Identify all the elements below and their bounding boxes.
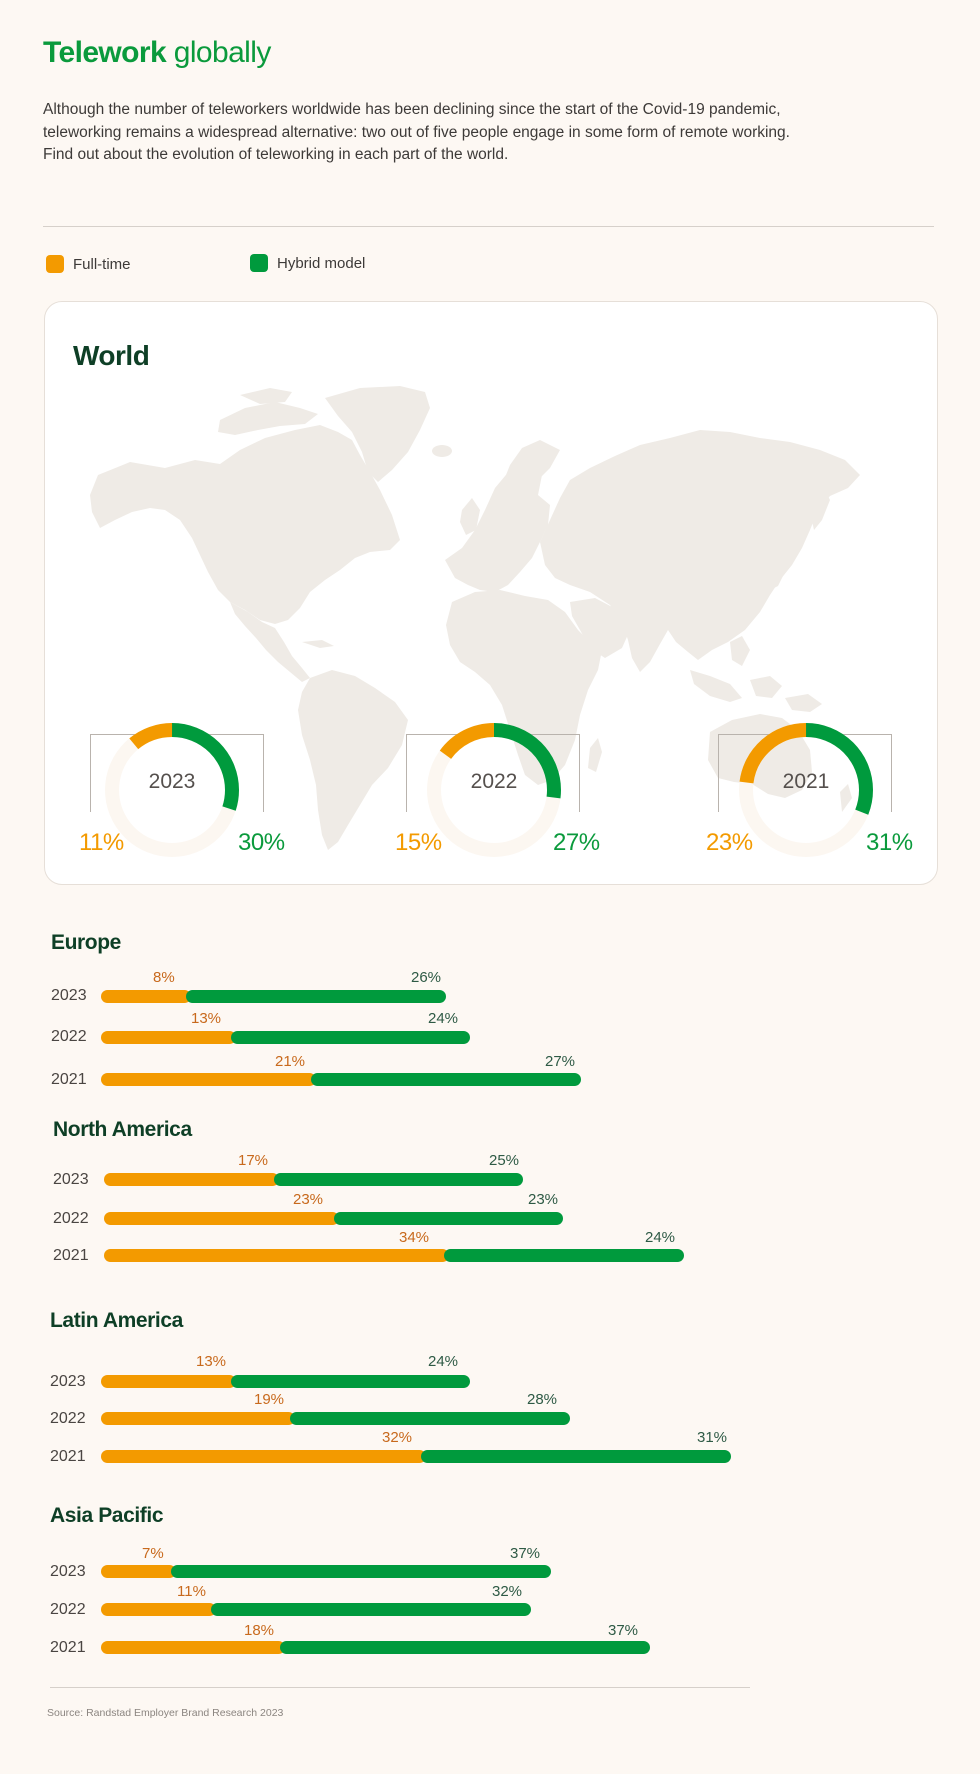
row-year: 2021	[50, 1639, 86, 1656]
row-year: 2021	[50, 1448, 86, 1465]
bar-hybrid	[444, 1249, 684, 1262]
label-hybrid: 23%	[528, 1191, 559, 1208]
bar-full-time	[101, 1450, 426, 1463]
label-full-time: 8%	[153, 969, 175, 986]
row-year: 2022	[50, 1410, 86, 1427]
label-full-time: 13%	[191, 1010, 222, 1027]
bar-full-time	[101, 1641, 285, 1654]
bar-full-time	[104, 1249, 449, 1262]
legend-full-time: Full-time	[46, 255, 131, 273]
label-full-time: 13%	[196, 1353, 227, 1370]
donut-ring-icon	[739, 723, 873, 857]
label-hybrid: 24%	[645, 1229, 676, 1246]
bar-hybrid	[334, 1212, 563, 1225]
hybrid-swatch-icon	[250, 254, 268, 272]
world-2023-full-time: 11%	[79, 829, 124, 856]
label-hybrid: 24%	[428, 1353, 459, 1370]
row-year: 2022	[51, 1028, 87, 1045]
region-title-latin-america: Latin America	[50, 1309, 183, 1332]
row-year: 2023	[50, 1373, 86, 1390]
label-full-time: 19%	[254, 1391, 285, 1408]
row-year: 2022	[53, 1210, 89, 1227]
legend-hybrid: Hybrid model	[250, 254, 365, 272]
row-year: 2023	[53, 1171, 89, 1188]
donut-year: 2021	[782, 770, 830, 793]
world-2021-hybrid: 31%	[866, 829, 913, 856]
region-title-asia-pacific: Asia Pacific	[50, 1504, 164, 1527]
bar-full-time	[101, 990, 191, 1003]
bar-hybrid	[280, 1641, 650, 1654]
label-hybrid: 26%	[411, 969, 442, 986]
row-year: 2021	[51, 1071, 87, 1088]
label-hybrid: 25%	[489, 1152, 520, 1169]
bar-hybrid	[186, 990, 446, 1003]
full-time-swatch-icon	[46, 255, 64, 273]
bar-full-time	[104, 1173, 279, 1186]
page-title: Telework globally	[43, 36, 271, 70]
bar-hybrid	[274, 1173, 523, 1186]
bar-hybrid	[171, 1565, 551, 1578]
donut-2021: 2021	[718, 723, 894, 893]
bar-hybrid	[421, 1450, 731, 1463]
donut-2022: 2022	[406, 723, 582, 893]
row-year: 2021	[53, 1247, 89, 1264]
label-full-time: 7%	[142, 1545, 164, 1562]
world-title: World	[73, 340, 150, 371]
donut-year: 2023	[148, 770, 196, 793]
world-2022-full-time: 15%	[395, 829, 442, 856]
label-full-time: 34%	[399, 1229, 430, 1246]
label-hybrid: 37%	[510, 1545, 541, 1562]
label-full-time: 18%	[244, 1622, 275, 1639]
bar-hybrid	[231, 1031, 470, 1044]
label-hybrid: 27%	[545, 1053, 576, 1070]
bar-full-time	[104, 1212, 339, 1225]
bar-hybrid	[231, 1375, 470, 1388]
label-hybrid: 32%	[492, 1583, 523, 1600]
label-full-time: 23%	[293, 1191, 324, 1208]
donut-ring-icon	[427, 723, 561, 857]
bar-full-time	[101, 1375, 236, 1388]
bar-full-time	[101, 1073, 316, 1086]
label-hybrid: 31%	[697, 1429, 728, 1446]
row-year: 2023	[50, 1563, 86, 1580]
row-year: 2022	[50, 1601, 86, 1618]
world-2023-hybrid: 30%	[238, 829, 285, 856]
page-title-bold: Telework	[43, 36, 167, 69]
bar-hybrid	[211, 1603, 531, 1616]
donut-year: 2022	[470, 770, 518, 793]
intro-paragraph: Although the number of teleworkers world…	[43, 101, 790, 163]
bar-full-time	[101, 1412, 295, 1425]
world-2021-full-time: 23%	[706, 829, 753, 856]
region-title-europe: Europe	[51, 931, 121, 954]
region-title-north-america: North America	[53, 1118, 192, 1141]
label-full-time: 17%	[238, 1152, 269, 1169]
source-note: Source: Randstad Employer Brand Research…	[47, 1707, 284, 1719]
label-hybrid: 28%	[527, 1391, 558, 1408]
donut-2023: 2023	[90, 723, 266, 893]
legend-full-time-label: Full-time	[73, 255, 131, 273]
bar-full-time	[101, 1565, 176, 1578]
legend-hybrid-label: Hybrid model	[277, 254, 366, 272]
bar-hybrid	[290, 1412, 570, 1425]
footer-divider	[50, 1687, 750, 1688]
label-full-time: 11%	[177, 1583, 206, 1600]
world-2022-hybrid: 27%	[553, 829, 600, 856]
bar-hybrid	[311, 1073, 581, 1086]
label-full-time: 21%	[275, 1053, 306, 1070]
label-hybrid: 37%	[608, 1622, 639, 1639]
header-divider	[43, 226, 934, 227]
world-map-icon	[90, 386, 860, 850]
label-hybrid: 24%	[428, 1010, 459, 1027]
bar-full-time	[101, 1603, 216, 1616]
donut-ring-icon	[105, 723, 239, 858]
label-full-time: 32%	[382, 1429, 413, 1446]
page-title-light: globally	[173, 36, 272, 69]
row-year: 2023	[51, 987, 87, 1004]
bar-full-time	[101, 1031, 236, 1044]
